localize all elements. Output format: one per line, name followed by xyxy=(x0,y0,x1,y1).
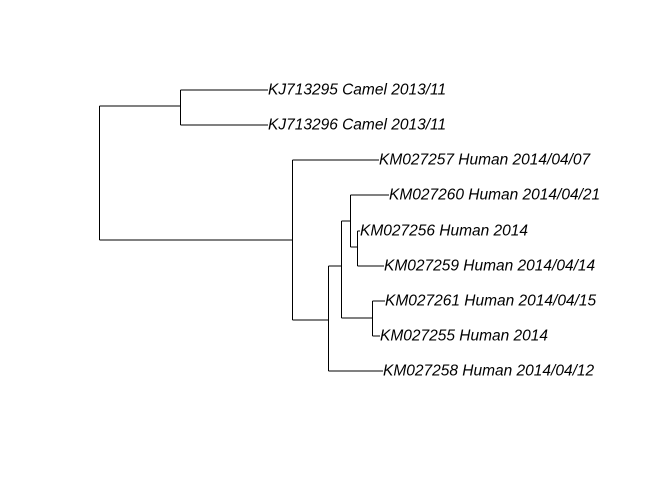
tip-label-8: KM027255 Human 2014 xyxy=(380,328,548,345)
tip-label-5: KM027256 Human 2014 xyxy=(360,223,528,240)
tip-label-4: KM027260 Human 2014/04/21 xyxy=(389,187,600,204)
tip-label-7: KM027261 Human 2014/04/15 xyxy=(385,293,597,310)
tip-label-1: KJ713295 Camel 2013/11 xyxy=(268,82,446,99)
tree-branches xyxy=(99,89,389,372)
tip-label-2: KJ713296 Camel 2013/11 xyxy=(268,117,446,134)
tip-label-3: KM027257 Human 2014/04/07 xyxy=(379,152,592,169)
tip-label-6: KM027259 Human 2014/04/14 xyxy=(384,258,596,275)
tip-label-9: KM027258 Human 2014/04/12 xyxy=(383,363,595,380)
tip-labels: KJ713295 Camel 2013/11 KJ713296 Camel 20… xyxy=(268,82,600,380)
